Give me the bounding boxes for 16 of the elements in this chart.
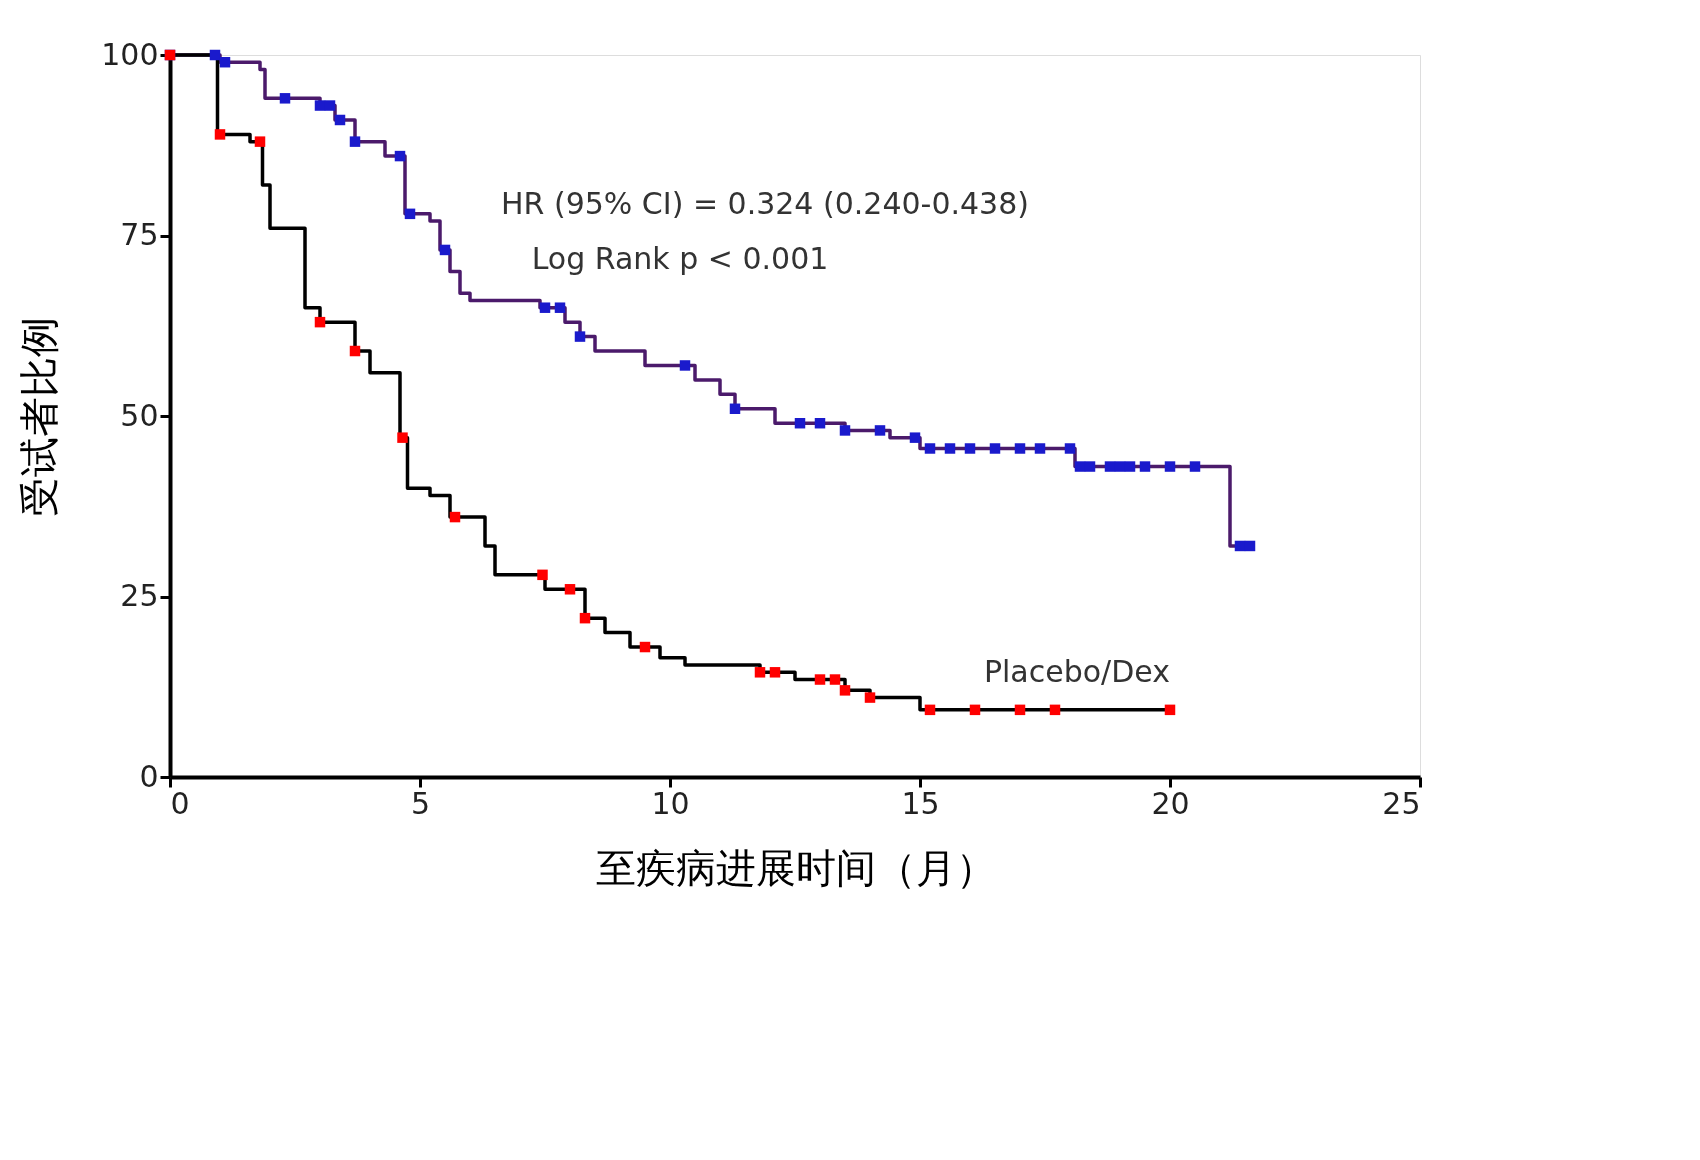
y-tick-label: 75 bbox=[120, 217, 159, 252]
y-tick-label: 0 bbox=[139, 758, 159, 794]
x-tick-label: 25 bbox=[1382, 785, 1421, 821]
x-axis-title: 至疾病进展时间（月） bbox=[595, 844, 996, 891]
y-tick-label: 50 bbox=[120, 397, 159, 433]
x-tick-label: 10 bbox=[651, 785, 690, 821]
x-tick-label: 0 bbox=[170, 785, 190, 821]
annotation: HR (95% CI) = 0.324 (0.240-0.438) bbox=[501, 186, 1029, 221]
y-tick-label: 25 bbox=[120, 578, 159, 613]
x-tick-label: 15 bbox=[901, 785, 940, 821]
y-axis-title: 受试者比例 bbox=[16, 316, 63, 517]
annotation: Log Rank p < 0.001 bbox=[531, 241, 829, 276]
y-tick-label: 100 bbox=[101, 36, 159, 72]
series-label: Placebo/Dex bbox=[983, 653, 1170, 689]
x-tick-label: 5 bbox=[410, 785, 431, 821]
x-tick-label: 20 bbox=[1151, 785, 1190, 821]
